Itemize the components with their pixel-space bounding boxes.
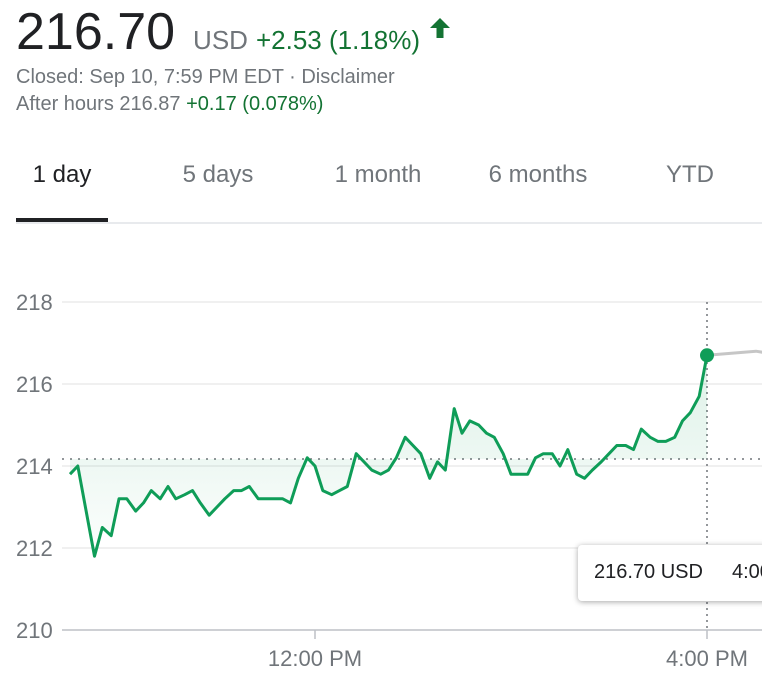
tab-1-month[interactable]: 1 month: [334, 161, 422, 188]
current-price-dot: [700, 348, 714, 363]
currency-label: USD: [193, 25, 248, 55]
price-chart[interactable]: 210 212 214 216 218 12:00 PM 4:00 PM: [0, 230, 762, 688]
x-tick-label: 4:00 PM: [666, 646, 748, 671]
after-hours-line: [706, 349, 762, 357]
tooltip-value: 216.70 USD: [594, 561, 703, 583]
current-price: 216.70: [16, 3, 176, 61]
x-tick-label: 12:00 PM: [268, 646, 362, 671]
arrow-up-icon: [430, 18, 451, 38]
tab-1-day[interactable]: 1 day: [16, 148, 108, 222]
after-hours-status: After hours 216.87 +0.17 (0.078%): [16, 93, 323, 116]
tooltip-time: 4:00 PM: [732, 561, 762, 583]
tab-5-days[interactable]: 5 days: [182, 161, 254, 188]
y-tick-label: 210: [16, 618, 53, 643]
y-tick-label: 212: [16, 536, 53, 561]
after-hours-change: +0.17 (0.078%): [186, 93, 324, 115]
after-hours-label: After hours 216.87: [16, 93, 181, 115]
tab-6-months[interactable]: 6 months: [488, 161, 588, 188]
range-tabs: 1 day 5 days 1 month 6 months YTD: [16, 148, 762, 224]
tab-ytd[interactable]: YTD: [666, 161, 714, 188]
price-tooltip: 216.70 USD 4:00 PM: [578, 545, 762, 601]
quote-header: 216.70 USD +2.53 (1.18%): [16, 0, 452, 64]
closed-status: Closed: Sep 10, 7:59 PM EDT · Disclaimer: [16, 66, 395, 88]
y-tick-label: 216: [16, 372, 53, 397]
price-area: [70, 355, 707, 557]
price-line: [68, 355, 709, 558]
price-change: +2.53 (1.18%): [255, 25, 421, 55]
y-tick-label: 214: [16, 454, 53, 479]
y-tick-label: 218: [16, 290, 53, 315]
